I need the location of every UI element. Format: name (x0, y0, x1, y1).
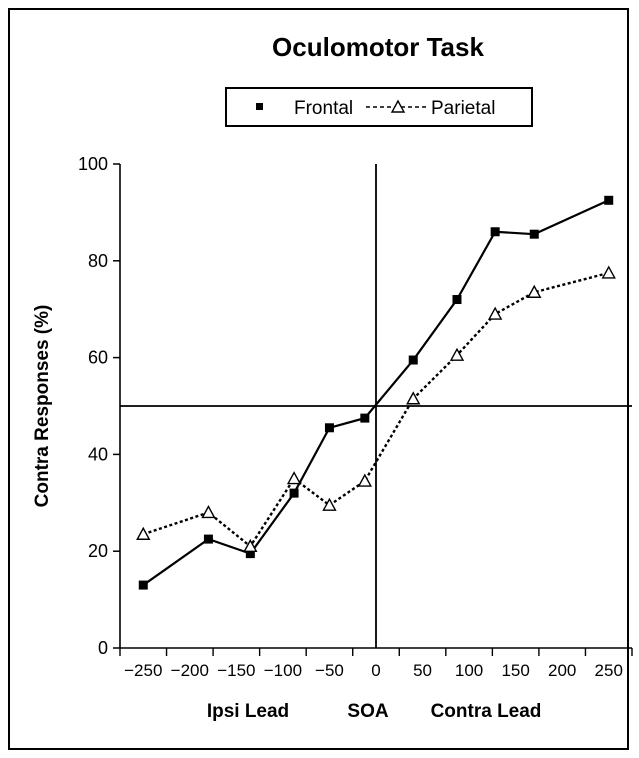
frontal-point (604, 195, 614, 205)
x-tick-label: 250 (595, 661, 623, 680)
legend-box (225, 87, 533, 127)
x-tick-label: −50 (315, 661, 344, 680)
parietal-point (487, 306, 503, 320)
parietal-point (357, 473, 373, 487)
chart-title: Oculomotor Task (272, 32, 484, 62)
series-line-parietal (142, 271, 610, 549)
legend-frontal-label: Frontal (294, 98, 353, 119)
axes: 0 20 40 60 80 100 −250 −200 −150 −100 −50 0 50 100 150… (78, 154, 633, 680)
y-tick-label: 40 (88, 444, 108, 464)
x-tick-label: 100 (455, 661, 483, 680)
parietal-point (322, 497, 337, 511)
frontal-point (490, 227, 500, 237)
parietal-point (527, 284, 542, 298)
x-tick-label: −200 (171, 661, 209, 680)
x-tick-label: 150 (501, 661, 529, 680)
x-tick-label: −100 (264, 661, 302, 680)
parietal-point (243, 538, 258, 553)
frontal-point (452, 295, 462, 305)
legend-parietal-label: Parietal (431, 98, 495, 119)
x-tick-label: 200 (548, 661, 576, 680)
legend-frontal-marker (256, 103, 263, 110)
x-tick-label: 50 (413, 661, 432, 680)
x-axis-label-ipsi: Ipsi Lead (207, 701, 289, 722)
series-layer (136, 195, 616, 590)
parietal-point (601, 265, 616, 279)
y-tick-label: 0 (98, 638, 108, 658)
y-axis-label: Contra Responses (%) (32, 305, 53, 508)
y-tick-label: 60 (88, 348, 108, 368)
frontal-point (360, 413, 370, 423)
legend-parietal-marker (390, 99, 406, 113)
x-axis-label-soa: SOA (347, 701, 388, 722)
parietal-point (406, 391, 421, 405)
frontal-point (529, 229, 539, 239)
parietal-point (201, 505, 216, 519)
x-tick-label: −150 (217, 661, 255, 680)
y-tick-label: 20 (88, 541, 108, 561)
x-tick-label: 0 (371, 661, 380, 680)
frontal-point (324, 423, 334, 433)
x-axis-label-contra: Contra Lead (431, 701, 542, 722)
legend: Frontal Parietal (225, 87, 533, 127)
parietal-point (286, 471, 302, 485)
frontal-point (245, 549, 255, 559)
y-tick-label: 100 (78, 154, 108, 174)
parietal-point (449, 347, 465, 361)
x-tick-label: −250 (124, 661, 162, 680)
y-tick-label: 80 (88, 251, 108, 271)
parietal-point (136, 526, 151, 540)
frontal-point (408, 355, 418, 365)
frontal-point (289, 488, 299, 498)
frontal-point (203, 534, 213, 544)
chart-frame (8, 8, 629, 750)
frontal-point (138, 580, 148, 590)
